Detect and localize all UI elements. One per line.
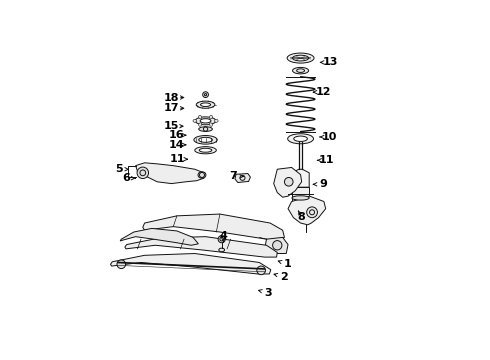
Ellipse shape xyxy=(287,53,314,63)
Circle shape xyxy=(307,207,318,218)
Polygon shape xyxy=(288,196,326,225)
Text: 7: 7 xyxy=(230,171,237,181)
Text: 13: 13 xyxy=(322,57,338,67)
Ellipse shape xyxy=(199,148,212,152)
Ellipse shape xyxy=(200,103,211,107)
Ellipse shape xyxy=(196,101,215,108)
Text: 2: 2 xyxy=(281,272,288,282)
Circle shape xyxy=(117,260,125,269)
Polygon shape xyxy=(143,214,285,241)
Polygon shape xyxy=(235,174,250,183)
Text: 4: 4 xyxy=(220,231,227,240)
Ellipse shape xyxy=(200,119,211,123)
Text: 17: 17 xyxy=(164,103,179,113)
Polygon shape xyxy=(292,169,309,187)
Ellipse shape xyxy=(199,127,212,131)
Ellipse shape xyxy=(288,134,314,144)
Polygon shape xyxy=(120,228,198,245)
Polygon shape xyxy=(274,167,302,197)
Polygon shape xyxy=(125,237,277,257)
Polygon shape xyxy=(111,253,271,274)
Text: 16: 16 xyxy=(169,130,184,140)
Text: 15: 15 xyxy=(164,121,179,131)
Circle shape xyxy=(272,240,282,250)
Ellipse shape xyxy=(209,116,213,119)
Circle shape xyxy=(257,266,266,275)
Ellipse shape xyxy=(293,67,309,74)
Text: 11: 11 xyxy=(170,154,185,164)
Ellipse shape xyxy=(198,172,206,178)
Polygon shape xyxy=(265,237,288,253)
Ellipse shape xyxy=(198,123,202,126)
Ellipse shape xyxy=(193,120,196,122)
Text: 10: 10 xyxy=(321,132,337,142)
Circle shape xyxy=(218,235,225,243)
Text: 18: 18 xyxy=(164,93,179,103)
Text: 9: 9 xyxy=(319,179,327,189)
Ellipse shape xyxy=(219,248,224,252)
Text: 3: 3 xyxy=(265,288,272,298)
Ellipse shape xyxy=(195,147,216,154)
Text: 1: 1 xyxy=(284,259,292,269)
Ellipse shape xyxy=(199,137,212,142)
Ellipse shape xyxy=(209,123,213,126)
Polygon shape xyxy=(136,163,205,184)
Text: 12: 12 xyxy=(316,87,331,97)
Circle shape xyxy=(137,167,148,179)
Text: 14: 14 xyxy=(169,140,184,150)
Ellipse shape xyxy=(215,120,218,122)
Circle shape xyxy=(203,92,208,98)
Ellipse shape xyxy=(195,117,216,125)
Ellipse shape xyxy=(194,135,217,144)
Polygon shape xyxy=(292,187,309,202)
Ellipse shape xyxy=(294,136,307,141)
Text: 6: 6 xyxy=(122,173,130,183)
Text: 8: 8 xyxy=(298,212,306,221)
Circle shape xyxy=(285,177,293,186)
Text: 5: 5 xyxy=(115,164,122,174)
Ellipse shape xyxy=(198,116,202,119)
Ellipse shape xyxy=(292,196,309,200)
Text: 11: 11 xyxy=(319,155,335,165)
